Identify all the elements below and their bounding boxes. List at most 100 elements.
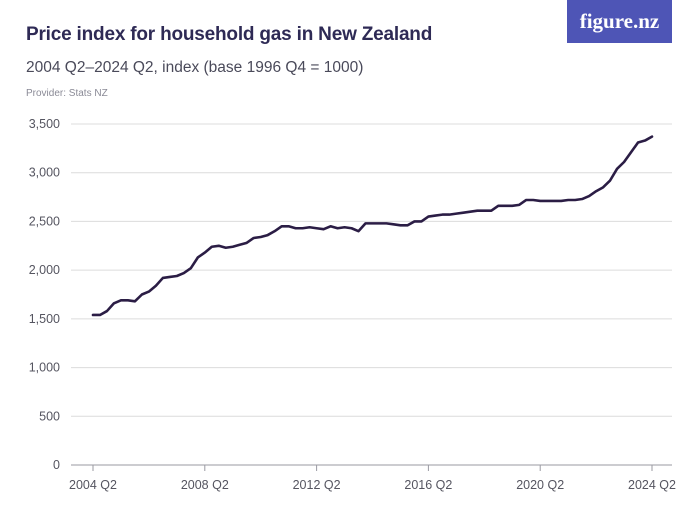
x-tick-label: 2016 Q2 [404,478,452,492]
data-point[interactable] [417,217,425,225]
y-axis-ticks: 0 500 1,000 1,500 2,000 2,500 3,000 3,500 [29,117,60,472]
data-point[interactable] [271,227,279,235]
data-point[interactable] [466,208,474,216]
data-point[interactable] [557,197,565,205]
data-point[interactable] [243,239,251,247]
data-point[interactable] [501,202,509,210]
data-point[interactable] [250,234,258,242]
data-point[interactable] [550,197,558,205]
x-tick-label: 2024 Q2 [628,478,676,492]
data-point[interactable] [131,297,139,305]
data-point[interactable] [634,139,642,147]
data-point[interactable] [236,241,244,249]
data-point[interactable] [110,299,118,307]
data-point[interactable] [431,212,439,220]
data-point[interactable] [117,296,125,304]
data-point[interactable] [327,222,335,230]
data-point[interactable] [571,196,579,204]
x-tick-label: 2012 Q2 [293,478,341,492]
data-point[interactable] [620,158,628,166]
y-tick-label: 2,500 [29,214,60,228]
data-point[interactable] [257,233,265,241]
data-point[interactable] [348,224,356,232]
data-point[interactable] [194,253,202,261]
data-point[interactable] [89,311,97,319]
y-tick-label: 3,000 [29,166,60,180]
chart-subtitle: 2004 Q2–2024 Q2, index (base 1996 Q4 = 1… [26,59,364,76]
data-point[interactable] [341,223,349,231]
data-point[interactable] [299,224,307,232]
data-point[interactable] [487,207,495,215]
data-point[interactable] [473,207,481,215]
data-point[interactable] [396,221,404,229]
data-point[interactable] [564,196,572,204]
data-point[interactable] [278,222,286,230]
data-point[interactable] [599,183,607,191]
y-tick-label: 2,000 [29,263,60,277]
figure-nz-logo[interactable]: figure.nz [567,0,672,43]
data-point[interactable] [536,197,544,205]
x-tick-label: 2020 Q2 [516,478,564,492]
gridlines [71,123,672,466]
data-point[interactable] [138,291,146,299]
y-tick-label: 1,000 [29,361,60,375]
data-point[interactable] [613,165,621,173]
data-point[interactable] [96,311,104,319]
data-point[interactable] [285,222,293,230]
data-point[interactable] [543,197,551,205]
data-point[interactable] [222,244,230,252]
data-point[interactable] [159,274,167,282]
data-point[interactable] [208,243,216,251]
data-point[interactable] [459,209,467,217]
data-point[interactable] [578,195,586,203]
data-point[interactable] [152,282,160,290]
data-point[interactable] [480,207,488,215]
data-point[interactable] [585,192,593,200]
data-point[interactable] [180,269,188,277]
data-point[interactable] [320,225,328,233]
x-tick-label: 2008 Q2 [181,478,229,492]
data-point[interactable] [369,219,377,227]
data-point[interactable] [124,296,132,304]
data-point[interactable] [145,288,153,296]
data-point[interactable] [292,224,300,232]
data-point[interactable] [522,196,530,204]
data-point[interactable] [334,224,342,232]
data-point[interactable] [529,196,537,204]
data-point[interactable] [648,133,656,141]
data-point[interactable] [592,187,600,195]
data-point[interactable] [410,217,418,225]
data-point[interactable] [201,249,209,257]
data-point[interactable] [494,202,502,210]
data-point[interactable] [313,224,321,232]
data-point[interactable] [424,213,432,221]
data-point[interactable] [641,137,649,145]
y-tick-label: 1,500 [29,312,60,326]
data-point[interactable] [452,210,460,218]
data-point[interactable] [173,272,181,280]
data-point[interactable] [166,273,174,281]
data-point[interactable] [264,231,272,239]
data-point[interactable] [382,219,390,227]
data-point[interactable] [187,264,195,272]
data-point[interactable] [606,177,614,185]
data-point[interactable] [306,223,314,231]
data-point[interactable] [515,201,523,209]
data-point[interactable] [508,202,516,210]
data-point[interactable] [445,211,453,219]
data-point[interactable] [403,221,411,229]
series-group [89,133,656,319]
series-line-gas-price-index[interactable] [91,135,654,317]
data-point[interactable] [375,219,383,227]
data-point[interactable] [438,211,446,219]
data-point[interactable] [627,148,635,156]
data-point[interactable] [389,220,397,228]
data-point[interactable] [362,219,370,227]
chart-title: Price index for household gas in New Zea… [26,24,433,45]
data-point[interactable] [229,243,237,251]
data-point[interactable] [103,307,111,315]
y-tick-label: 500 [39,409,60,423]
data-point[interactable] [355,227,363,235]
data-point[interactable] [215,242,223,250]
